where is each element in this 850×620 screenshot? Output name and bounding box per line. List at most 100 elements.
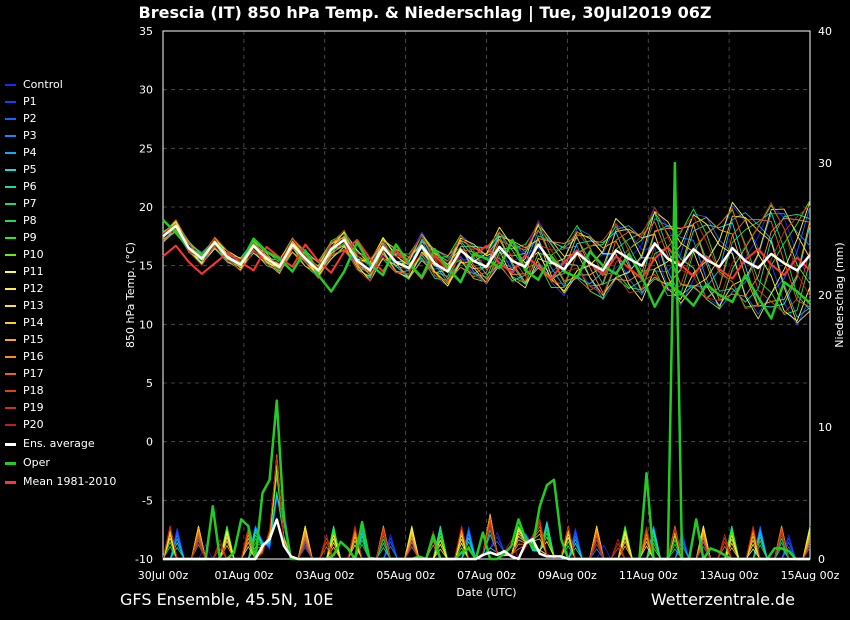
legend-swatch [5,186,16,188]
legend-label: P18 [23,384,44,397]
legend-entry-p18: P18 [5,382,116,399]
legend-entry-mean-1981-2010: Mean 1981-2010 [5,473,116,490]
legend-entry-p20: P20 [5,416,116,433]
legend-entry-p9: P9 [5,229,116,246]
legend-label: P2 [23,112,37,125]
legend-entry-p14: P14 [5,314,116,331]
y2-tick-label: 0 [818,553,825,566]
legend-label: P6 [23,180,37,193]
legend-entry-p13: P13 [5,297,116,314]
temp-series-p19 [162,205,811,310]
y2-tick-label: 20 [818,289,832,302]
temp-series-mean-1981-2010 [162,238,811,284]
legend-entry-p6: P6 [5,178,116,195]
y-tick-label: 35 [139,25,153,38]
legend-label: P9 [23,231,37,244]
legend-swatch [5,339,16,341]
x-tick-label: 03Aug 00z [295,569,354,582]
legend-label: P1 [23,95,37,108]
plot-frame [162,30,811,560]
legend-label: Oper [23,456,50,469]
legend-label: P8 [23,214,37,227]
x-tick-label: 30Jul 00z [138,569,189,582]
legend-swatch [5,442,16,446]
legend-label: P19 [23,401,44,414]
y2-tick-label: 30 [818,157,832,170]
legend-label: P13 [23,299,44,312]
legend-entry-p5: P5 [5,161,116,178]
legend-entry-p4: P4 [5,144,116,161]
legend-entry-p2: P2 [5,110,116,127]
legend-label: Control [23,78,63,91]
legend-swatch [5,152,16,154]
x-tick-label: 13Aug 00z [700,569,759,582]
y-tick-label: 0 [146,436,153,449]
legend-swatch [5,220,16,222]
temp-series-p16 [162,217,811,301]
legend-label: P15 [23,333,44,346]
legend-entry-p7: P7 [5,195,116,212]
legend-label: P3 [23,129,37,142]
legend-label: Mean 1981-2010 [23,475,117,488]
x-axis-label: Date (UTC) [456,586,516,599]
y-tick-label: -10 [135,553,153,566]
x-tick-label: 07Aug 00z [457,569,516,582]
legend-swatch [5,390,16,392]
y-tick-label: 30 [139,84,153,97]
x-tick-label: 15Aug 00z [781,569,840,582]
legend-entry-p16: P16 [5,348,116,365]
temp-series-p6 [162,213,811,303]
legend-entry-p12: P12 [5,280,116,297]
legend-swatch [5,118,16,120]
y2-tick-label: 40 [818,25,832,38]
legend-entry-ens-average: Ens. average [5,435,116,452]
legend-label: P5 [23,163,37,176]
legend-swatch [5,407,16,409]
legend-entry-p19: P19 [5,399,116,416]
legend-label: P12 [23,282,44,295]
x-tick-label: 01Aug 00z [215,569,274,582]
legend-entry-p11: P11 [5,263,116,280]
legend-swatch [5,305,16,307]
y-tick-label: -5 [142,494,153,507]
legend: Control P1 P2 P3 P4 P5 P6 P7 P8 P9 P10 P11 P12 P13 P14… [5,76,116,490]
model-info: GFS Ensemble, 45.5N, 10E [120,590,334,609]
legend-label: P11 [23,265,44,278]
legend-swatch [5,101,16,103]
x-tick-label: 11Aug 00z [619,569,678,582]
legend-swatch [5,424,16,426]
legend-entry-p8: P8 [5,212,116,229]
legend-swatch [5,237,16,239]
legend-label: P17 [23,367,44,380]
legend-swatch [5,169,16,171]
legend-swatch [5,254,16,256]
legend-label: P16 [23,350,44,363]
legend-label: P7 [23,197,37,210]
legend-label: P4 [23,146,37,159]
temp-series-p15 [162,216,811,307]
legend-swatch [5,461,16,465]
y-tick-label: 25 [139,142,153,155]
y-tick-label: 5 [146,377,153,390]
y-tick-label: 20 [139,201,153,214]
legend-swatch [5,480,16,484]
y-tick-label: 15 [139,260,153,273]
legend-entry-control: Control [5,76,116,93]
legend-entry-p10: P10 [5,246,116,263]
source-credit: Wetterzentrale.de [650,590,795,609]
temp-series-oper [162,219,811,320]
x-tick-label: 05Aug 00z [376,569,435,582]
precip-series-ens-average [163,518,810,561]
legend-label: P10 [23,248,44,261]
legend-entry-p3: P3 [5,127,116,144]
y2-axis-label: Niederschlag (mm) [833,242,846,347]
y2-tick-label: 10 [818,421,832,434]
legend-swatch [5,271,16,273]
precip-series-oper [163,161,810,561]
legend-swatch [5,203,16,205]
y-axis-label: 850 hPa Temp. (°C) [124,242,137,348]
legend-swatch [5,84,16,86]
legend-entry-oper: Oper [5,454,116,471]
legend-swatch [5,288,16,290]
